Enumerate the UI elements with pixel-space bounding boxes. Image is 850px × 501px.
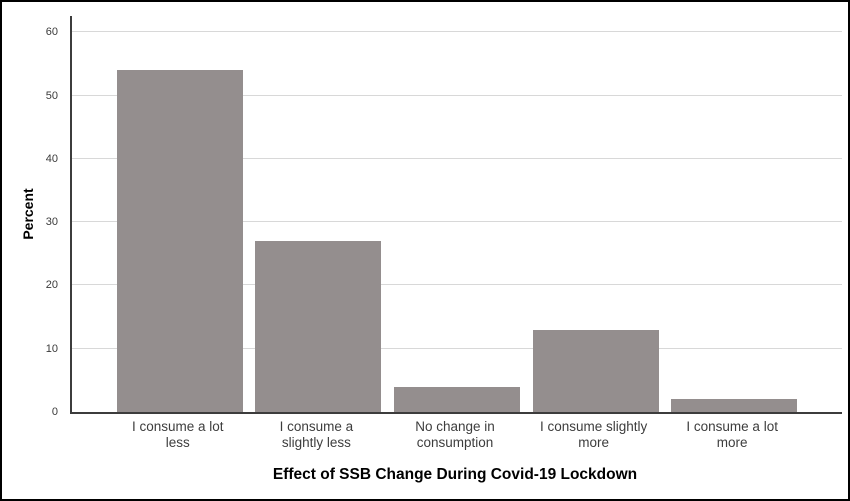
gridline-50 <box>72 94 842 96</box>
x-category-label-3: No change in consumption <box>415 419 495 450</box>
gridline-10 <box>72 347 842 349</box>
y-tick-label-0: 0 <box>51 406 58 418</box>
bar-5 <box>671 399 798 412</box>
y-axis-title: Percent <box>20 188 36 240</box>
gridline-30 <box>72 221 842 223</box>
plot-area <box>70 16 842 414</box>
gridline-20 <box>72 284 842 286</box>
bar-2 <box>255 241 382 412</box>
x-category-label-5: I consume a lot more <box>686 419 778 450</box>
bar-4 <box>532 329 659 412</box>
x-category-label-4: I consume slightly more <box>539 419 648 450</box>
gridline-60 <box>72 31 842 33</box>
bar-3 <box>394 386 520 412</box>
y-tick-label-50: 50 <box>45 89 58 102</box>
y-tick-label-30: 30 <box>45 216 58 229</box>
y-tick-label-40: 40 <box>45 152 58 165</box>
x-axis-title: Effect of SSB Change During Covid-19 Loc… <box>272 466 638 483</box>
bar-1 <box>116 70 243 412</box>
y-tick-label-10: 10 <box>45 342 58 355</box>
y-tick-label-60: 60 <box>45 26 58 39</box>
x-category-label-2: I consume a slightly less <box>279 419 354 450</box>
x-category-label-1: I consume a lot less <box>132 419 224 450</box>
y-tick-label-20: 20 <box>45 279 58 292</box>
gridline-40 <box>72 157 842 159</box>
